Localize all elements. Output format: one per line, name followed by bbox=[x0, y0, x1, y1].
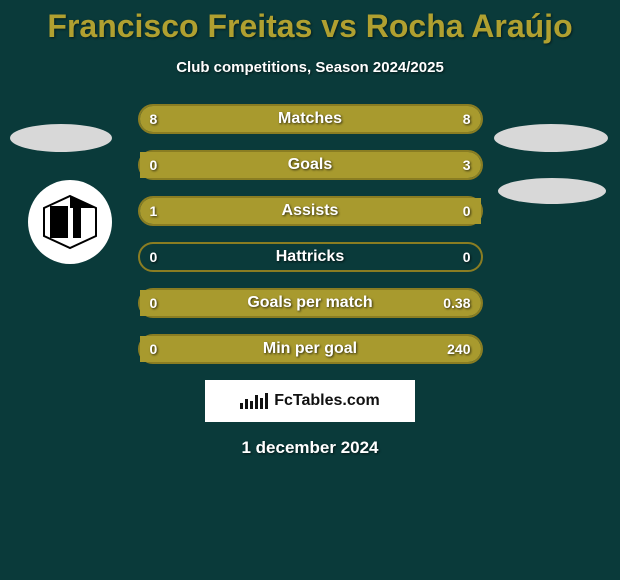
stat-row: 00.38Goals per match bbox=[138, 288, 483, 318]
stat-label: Assists bbox=[140, 198, 481, 224]
date-label: 1 december 2024 bbox=[0, 438, 620, 458]
stat-label: Goals bbox=[140, 152, 481, 178]
stat-row: 03Goals bbox=[138, 150, 483, 180]
stat-label: Min per goal bbox=[140, 336, 481, 362]
stat-label: Hattricks bbox=[140, 244, 481, 270]
stat-row: 88Matches bbox=[138, 104, 483, 134]
brand-bars-icon bbox=[240, 393, 268, 409]
stat-label: Goals per match bbox=[140, 290, 481, 316]
stat-row: 0240Min per goal bbox=[138, 334, 483, 364]
stats-comparison-area: 88Matches 03Goals 10Assists 00Hattricks 00.3… bbox=[0, 104, 620, 364]
brand-badge[interactable]: FcTables.com bbox=[205, 380, 415, 422]
stat-row: 10Assists bbox=[138, 196, 483, 226]
brand-label: FcTables.com bbox=[274, 392, 380, 410]
page-title: Francisco Freitas vs Rocha Araújo bbox=[0, 0, 620, 45]
stat-row: 00Hattricks bbox=[138, 242, 483, 272]
stat-label: Matches bbox=[140, 106, 481, 132]
subtitle: Club competitions, Season 2024/2025 bbox=[0, 59, 620, 76]
